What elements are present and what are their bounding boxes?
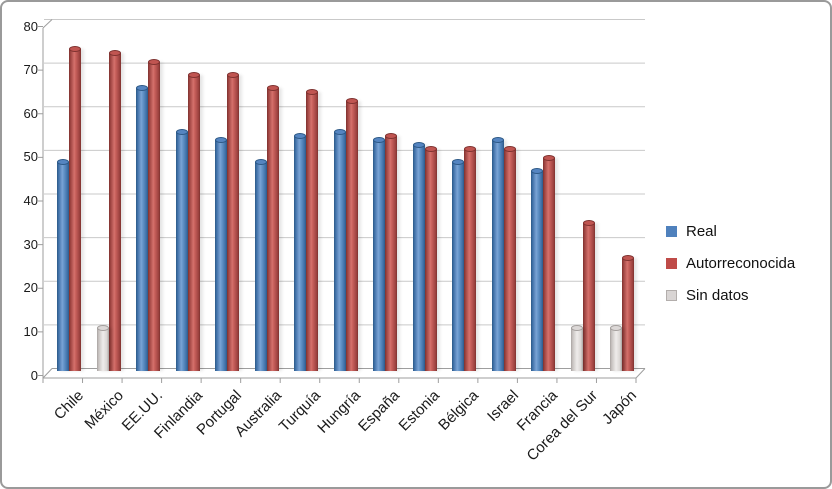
legend-label: Real — [686, 222, 717, 240]
chart-legend: Real Autorreconocida Sin datos — [666, 215, 795, 311]
legend-item-sin-datos: Sin datos — [666, 279, 795, 311]
legend-swatch-icon — [666, 289, 677, 301]
legend-label: Sin datos — [686, 286, 749, 304]
legend-swatch-icon — [666, 225, 677, 237]
axis-line — [635, 368, 646, 379]
legend-item-autorreconocida: Autorreconocida — [666, 247, 795, 279]
legend-label: Autorreconocida — [686, 254, 796, 272]
axis-line — [42, 368, 53, 379]
legend-swatch-icon — [666, 257, 677, 269]
axis-line — [42, 19, 53, 29]
legend-item-real: Real — [666, 215, 795, 247]
